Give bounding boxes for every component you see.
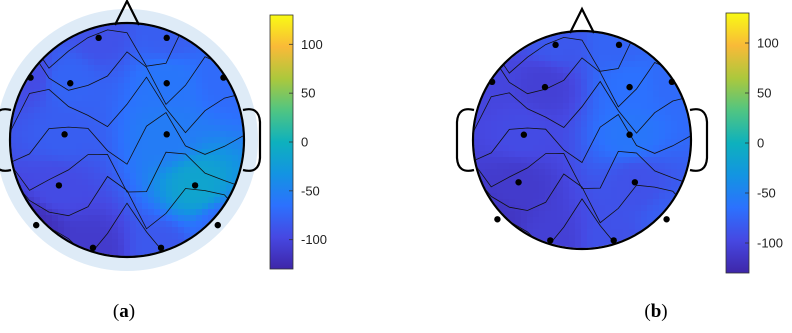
topoplot-panel-b: 100 50 0 -50 -100 (b) bbox=[396, 0, 792, 333]
electrode-4 bbox=[67, 80, 74, 87]
electrode-9 bbox=[515, 179, 522, 186]
contour-lines bbox=[11, 24, 243, 256]
electrode-6 bbox=[220, 74, 227, 81]
topoplot-panel-a: 100 50 0 -50 -100 (a) bbox=[0, 0, 327, 322]
colorbar: 100 50 0 -50 -100 bbox=[269, 14, 327, 270]
electrode-10 bbox=[631, 179, 639, 186]
electrode-14 bbox=[610, 237, 617, 244]
electrode-5 bbox=[626, 83, 633, 91]
electrode-10 bbox=[191, 182, 199, 189]
electrode-8 bbox=[626, 131, 633, 138]
electrode-13 bbox=[547, 237, 554, 244]
electrode-7 bbox=[520, 131, 528, 138]
electrode-8 bbox=[163, 131, 170, 138]
panel-caption-b: (b) bbox=[644, 301, 668, 322]
nose-icon bbox=[114, 0, 140, 26]
colorbar-tick-label: 50 bbox=[301, 86, 315, 101]
electrode-13 bbox=[89, 244, 97, 252]
colorbar-tick-label: -100 bbox=[301, 232, 327, 247]
electrode-12 bbox=[663, 216, 670, 223]
electrode-11 bbox=[494, 216, 501, 223]
colorbar-tick-label: -50 bbox=[301, 183, 320, 198]
electrode-4 bbox=[541, 83, 549, 91]
electrode-2 bbox=[615, 41, 623, 49]
electrode-1 bbox=[552, 41, 559, 49]
colorbar-tick-label: -100 bbox=[757, 236, 783, 251]
electrode-12 bbox=[214, 221, 221, 229]
colorbar-tick-label: 50 bbox=[757, 86, 771, 101]
electrode-14 bbox=[157, 244, 165, 252]
colorbar-tick-label: 0 bbox=[757, 136, 764, 151]
electrode-5 bbox=[163, 80, 170, 87]
colorbar-tick-label: -50 bbox=[757, 186, 776, 201]
colorbar-tick-label: 100 bbox=[301, 37, 323, 52]
electrode-3 bbox=[488, 78, 496, 86]
electrode-11 bbox=[33, 221, 40, 229]
nose-icon bbox=[569, 6, 595, 34]
topoplot-a: 100 50 0 -50 -100 bbox=[0, 0, 327, 271]
panel-caption-a: (a) bbox=[112, 301, 136, 322]
colorbar: 100 50 0 -50 -100 bbox=[725, 12, 783, 274]
head-outline bbox=[8, 21, 246, 259]
electrode-2 bbox=[163, 34, 170, 42]
topoplot-b: 100 50 0 -50 -100 bbox=[455, 6, 783, 274]
topomap-field bbox=[474, 32, 690, 248]
electrode-7 bbox=[61, 131, 68, 138]
right-ear-icon bbox=[689, 108, 709, 172]
electrode-1 bbox=[95, 34, 102, 42]
head-outline bbox=[471, 29, 693, 251]
left-ear-icon bbox=[455, 108, 475, 172]
left-ear-icon bbox=[0, 108, 12, 172]
right-ear-icon bbox=[242, 108, 262, 172]
electrode-6 bbox=[668, 78, 676, 86]
electrode-3 bbox=[27, 74, 34, 81]
colorbar-tick-label: 0 bbox=[301, 135, 308, 150]
colorbar-tick-label: 100 bbox=[757, 36, 779, 51]
electrode-9 bbox=[55, 182, 63, 189]
